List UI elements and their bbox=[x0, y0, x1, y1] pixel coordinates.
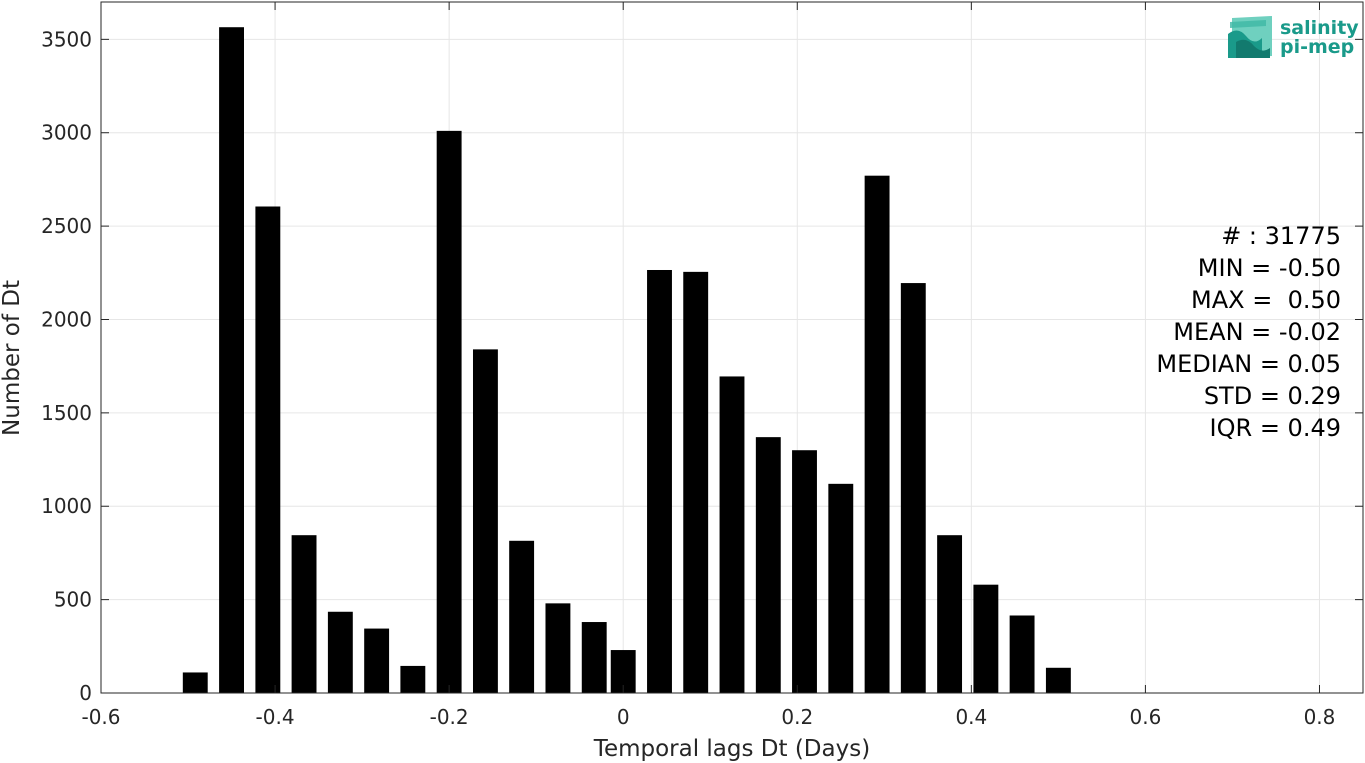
y-tick-labels: 0 500 1000 1500 2000 2500 3000 3500 bbox=[41, 27, 92, 705]
bar bbox=[364, 628, 390, 693]
bar bbox=[937, 535, 963, 693]
wave-icon bbox=[1228, 16, 1272, 58]
y-tick-label: 500 bbox=[54, 588, 92, 612]
plot-frame bbox=[100, 1, 1364, 694]
bar bbox=[219, 27, 244, 694]
stats-line: # : 31775 bbox=[1221, 222, 1341, 250]
bar bbox=[864, 175, 890, 693]
bar bbox=[719, 376, 745, 693]
x-tick-label: -0.6 bbox=[81, 705, 120, 729]
grid-lines bbox=[100, 2, 1363, 694]
stats-line: MIN = -0.50 bbox=[1198, 254, 1341, 282]
y-tick-label: 2500 bbox=[41, 214, 92, 238]
y-tick-label: 1500 bbox=[41, 401, 92, 425]
stats-line: IQR = 0.49 bbox=[1210, 414, 1341, 442]
salinity-pi-mep-logo: salinity pi-mep bbox=[1228, 16, 1359, 58]
logo-line-1: salinity bbox=[1280, 17, 1359, 39]
bar bbox=[327, 611, 353, 693]
stats-line: MEAN = -0.02 bbox=[1173, 318, 1341, 346]
stats-line: STD = 0.29 bbox=[1204, 382, 1341, 410]
bar bbox=[255, 206, 281, 693]
bar bbox=[436, 130, 462, 693]
bar bbox=[509, 540, 535, 693]
bar bbox=[683, 271, 709, 693]
y-tick-label: 2000 bbox=[41, 307, 92, 331]
x-tick-label: -0.2 bbox=[430, 705, 469, 729]
stats-line: MEDIAN = 0.05 bbox=[1156, 350, 1341, 378]
x-tick-label: 0.4 bbox=[955, 705, 987, 729]
bar bbox=[1045, 667, 1071, 693]
x-tick-label: -0.4 bbox=[256, 705, 295, 729]
bar bbox=[581, 622, 607, 693]
bar bbox=[400, 665, 426, 693]
axis-ticks bbox=[100, 2, 1363, 694]
bar bbox=[472, 349, 498, 693]
x-tick-label: 0.6 bbox=[1130, 705, 1162, 729]
stats-box: # : 31775 MIN = -0.50 MAX = 0.50 MEAN = -0.… bbox=[1156, 222, 1341, 442]
bar bbox=[973, 584, 999, 693]
bar bbox=[545, 603, 571, 693]
stats-line: MAX = 0.50 bbox=[1191, 286, 1341, 314]
x-tick-label: 0.2 bbox=[781, 705, 813, 729]
y-axis-title: Number of Dt bbox=[0, 280, 25, 436]
x-axis-title: Temporal lags Dt (Days) bbox=[593, 736, 870, 762]
x-tick-label: 0.8 bbox=[1304, 705, 1336, 729]
bar bbox=[182, 672, 208, 693]
y-tick-label: 3500 bbox=[41, 27, 92, 51]
bar bbox=[755, 437, 781, 693]
y-tick-label: 0 bbox=[79, 681, 92, 705]
bars-group bbox=[182, 27, 1071, 694]
x-tick-label: 0 bbox=[617, 705, 630, 729]
bar bbox=[828, 483, 854, 693]
y-tick-label: 3000 bbox=[41, 121, 92, 145]
bar bbox=[792, 450, 817, 693]
bar bbox=[291, 535, 317, 693]
y-tick-label: 1000 bbox=[41, 494, 92, 518]
x-tick-labels: -0.6 -0.4 -0.2 0 0.2 0.4 0.6 0.8 bbox=[81, 705, 1335, 729]
bar bbox=[1009, 615, 1035, 693]
logo-line-2: pi-mep bbox=[1280, 36, 1354, 58]
bar bbox=[900, 283, 926, 693]
bar bbox=[647, 269, 672, 693]
